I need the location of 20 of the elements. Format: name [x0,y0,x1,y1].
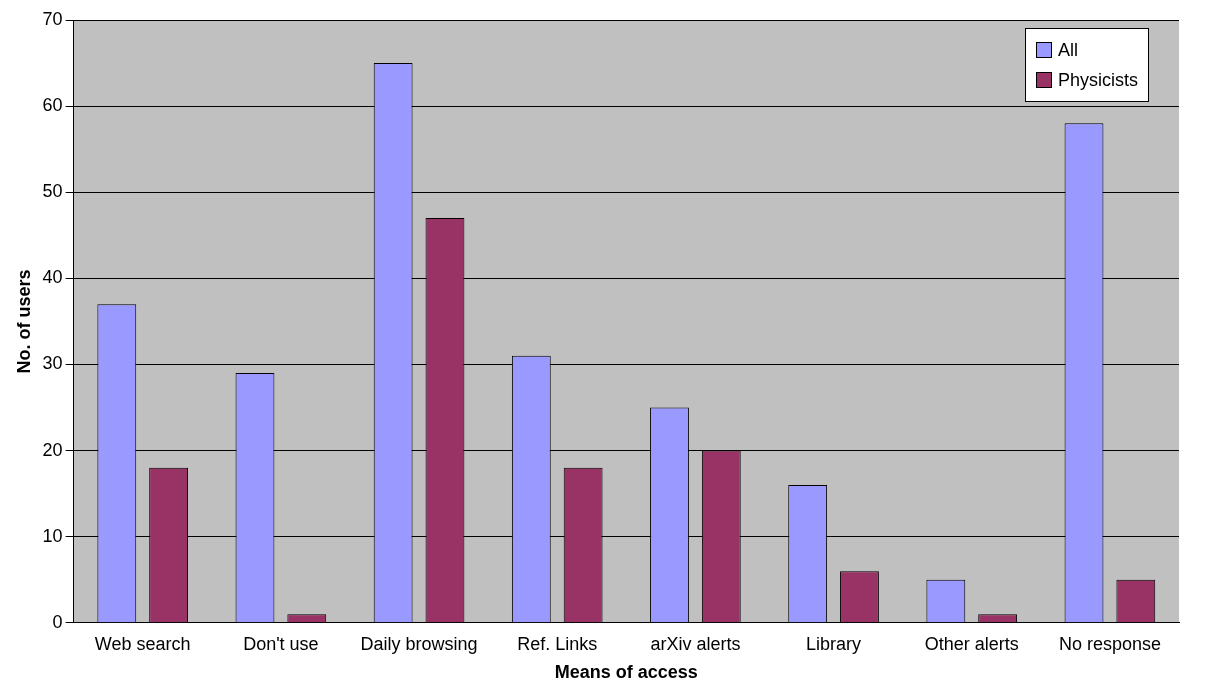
y-axis-title: No. of users [13,269,34,374]
y-tick-label: 60 [42,95,63,116]
y-tick-label: 40 [42,267,63,288]
x-tick-label: Library [806,633,862,654]
legend-label: All [1058,39,1079,62]
x-tick-label: Other alerts [924,633,1019,654]
x-tick-label: Web search [94,633,191,654]
x-tick-label: Don't use [243,633,319,654]
x-tick-label: Ref. Links [517,633,598,654]
y-tick-label: 10 [42,525,63,546]
x-axis-title: Means of access [554,662,698,683]
x-tick-label: arXiv alerts [650,633,741,654]
y-tick-label: 70 [42,8,63,29]
x-tick-label: Daily browsing [360,633,478,654]
y-tick-label: 30 [42,353,63,374]
y-tick-label: 20 [42,439,63,460]
y-tick-label: 50 [42,181,63,202]
legend-label: Physicists [1058,69,1139,92]
x-tick-label: No response [1058,633,1161,654]
y-tick-label: 0 [52,611,63,632]
